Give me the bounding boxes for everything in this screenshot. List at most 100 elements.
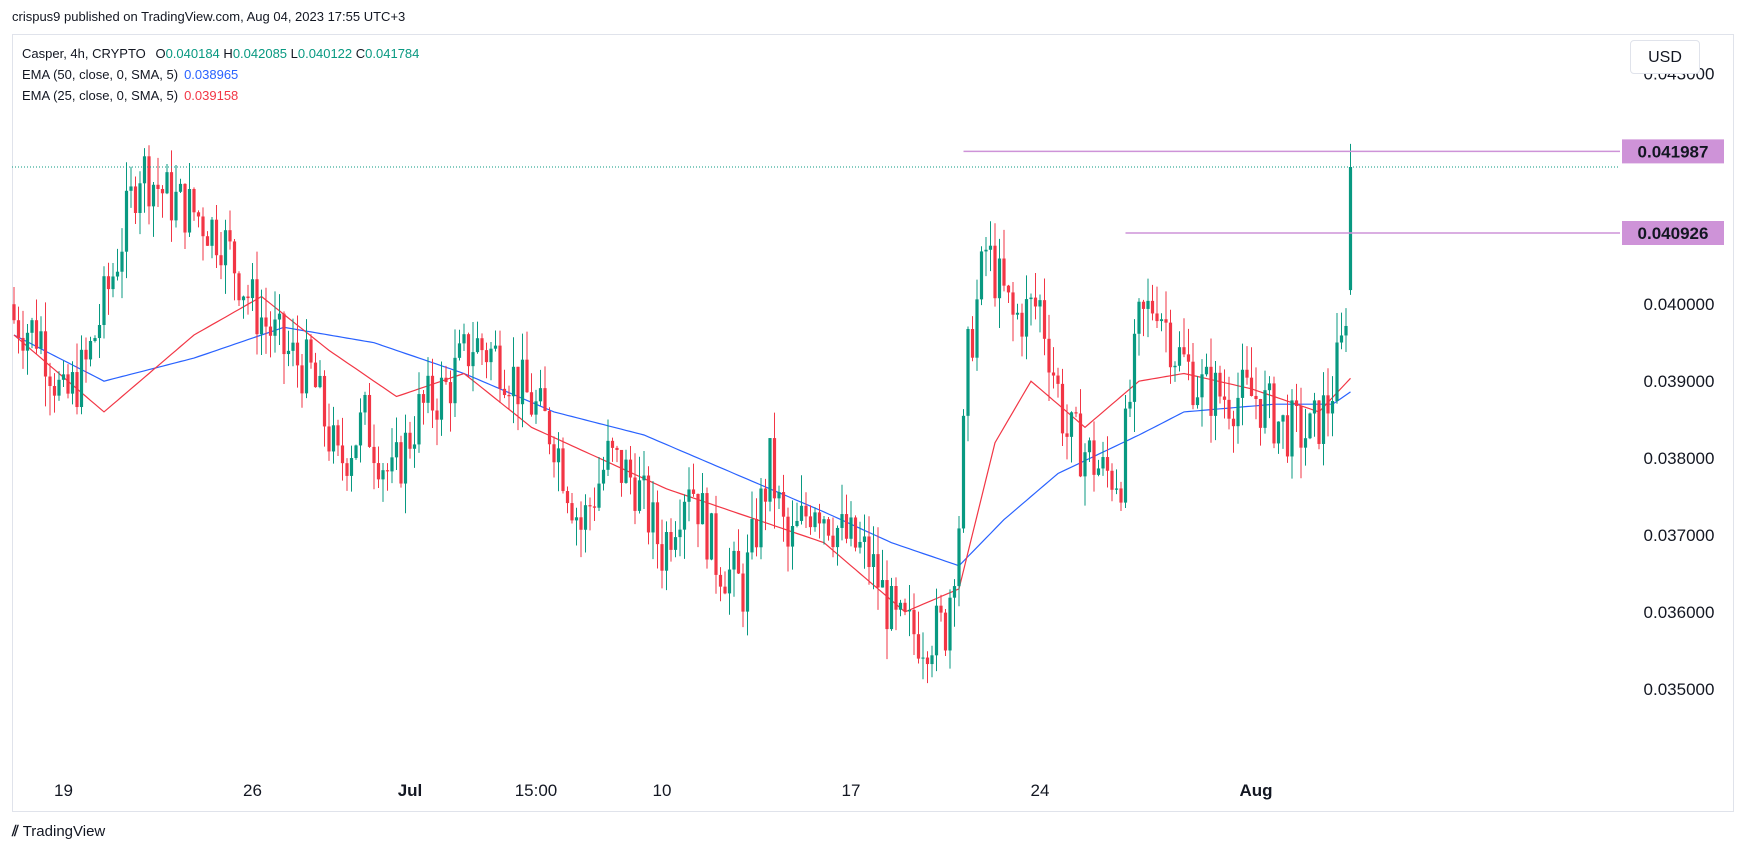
- candle-body: [138, 183, 142, 214]
- candle-body: [709, 513, 714, 560]
- candle-body: [583, 505, 588, 530]
- candle-body: [219, 255, 223, 266]
- ema50-row[interactable]: EMA (50, close, 0, SMA, 5) 0.038965: [22, 64, 419, 85]
- candle-body: [1227, 399, 1231, 419]
- candle-body: [687, 489, 691, 502]
- candle-body: [538, 388, 543, 402]
- candle-body: [952, 586, 957, 598]
- candle-body: [156, 184, 160, 189]
- candle-body: [313, 362, 318, 388]
- candle-body: [574, 517, 579, 521]
- candle-body: [408, 432, 412, 449]
- candle-body: [597, 483, 601, 508]
- candle-body: [376, 463, 381, 480]
- candle-body: [75, 372, 79, 408]
- candle-body: [327, 426, 331, 452]
- ema25-row[interactable]: EMA (25, close, 0, SMA, 5) 0.039158: [22, 85, 419, 106]
- price-tick-label: 0.036000: [1644, 603, 1715, 622]
- candle-body: [804, 505, 808, 517]
- publisher-line: crispus9 published on TradingView.com, A…: [12, 9, 406, 24]
- candle-body: [129, 186, 133, 191]
- candle-body: [921, 657, 925, 659]
- candle-body: [723, 586, 727, 594]
- candle-body: [1132, 333, 1137, 402]
- candle-body: [1267, 383, 1272, 391]
- candle-body: [372, 446, 376, 464]
- candle-body: [781, 492, 786, 517]
- candle-body: [1087, 440, 1092, 453]
- candle-body: [1173, 365, 1177, 368]
- candle-body: [1195, 397, 1200, 406]
- candle-body: [1308, 413, 1312, 439]
- candle-body: [484, 350, 489, 363]
- candle-body: [1272, 383, 1276, 444]
- ema25-label: EMA (25, close, 0, SMA, 5): [22, 88, 179, 103]
- ema50-label: EMA (50, close, 0, SMA, 5): [22, 67, 179, 82]
- chart-frame: [12, 34, 1734, 812]
- candle-body: [732, 550, 736, 570]
- tradingview-logo[interactable]: ⫽ TradingView: [12, 823, 105, 840]
- brand-name: TradingView: [22, 823, 106, 840]
- candle-body: [93, 338, 97, 341]
- candle-body: [336, 425, 340, 446]
- candle-body: [637, 480, 642, 511]
- candle-body: [1092, 440, 1096, 475]
- level-label-box: [1622, 139, 1724, 164]
- candle-body: [1290, 400, 1294, 457]
- candle-body: [664, 532, 669, 571]
- candle-body: [628, 459, 633, 478]
- candle-body: [759, 488, 763, 548]
- candle-body: [264, 317, 268, 327]
- candle-body: [844, 514, 849, 539]
- currency-button[interactable]: USD: [1630, 40, 1700, 74]
- candle-body: [259, 317, 264, 335]
- candle-body: [633, 477, 637, 511]
- price-tick-label: 0.040000: [1644, 295, 1715, 314]
- candle-body: [520, 359, 525, 405]
- time-tick-label: 15:00: [515, 781, 558, 800]
- candle-body: [304, 339, 309, 394]
- candle-body: [192, 189, 196, 213]
- level-label: 0.041987: [1638, 142, 1709, 161]
- candle-body: [52, 386, 57, 396]
- candle-body: [777, 492, 781, 499]
- candle-body: [961, 415, 966, 529]
- candle-body: [471, 352, 475, 367]
- candle-body: [673, 537, 678, 550]
- open-value: 0.040184: [165, 46, 220, 61]
- candle-body: [70, 372, 75, 394]
- candle-body: [115, 271, 120, 277]
- candle-body: [1258, 399, 1263, 428]
- candle-body: [898, 602, 903, 610]
- candle-body: [97, 325, 102, 339]
- candle-body: [1312, 400, 1317, 414]
- candle-body: [1029, 297, 1033, 300]
- candle-body: [1240, 369, 1245, 398]
- candle-body: [66, 374, 70, 394]
- candle-body: [439, 377, 444, 420]
- candle-body: [1150, 300, 1155, 314]
- candle-body: [358, 412, 363, 446]
- candle-body: [660, 544, 664, 571]
- candle-body: [988, 245, 993, 250]
- candle-body: [966, 329, 970, 416]
- candle-body: [349, 458, 354, 476]
- candle-body: [12, 304, 16, 321]
- candle-body: [682, 501, 687, 530]
- candle-body: [1204, 366, 1209, 375]
- candle-body: [255, 279, 259, 335]
- ema25-line: [13, 295, 1351, 613]
- candle-body: [565, 491, 570, 504]
- candle-body: [669, 532, 673, 550]
- candle-body: [525, 359, 529, 393]
- candle-body: [853, 517, 858, 548]
- ema25-value: 0.039158: [184, 88, 239, 103]
- candle-body: [1177, 347, 1182, 366]
- open-label: O: [155, 46, 166, 61]
- candle-body: [651, 502, 655, 533]
- candle-body: [277, 313, 282, 320]
- candle-body: [462, 334, 466, 344]
- high-value: 0.042085: [232, 46, 288, 61]
- time-tick-label: 17: [842, 781, 861, 800]
